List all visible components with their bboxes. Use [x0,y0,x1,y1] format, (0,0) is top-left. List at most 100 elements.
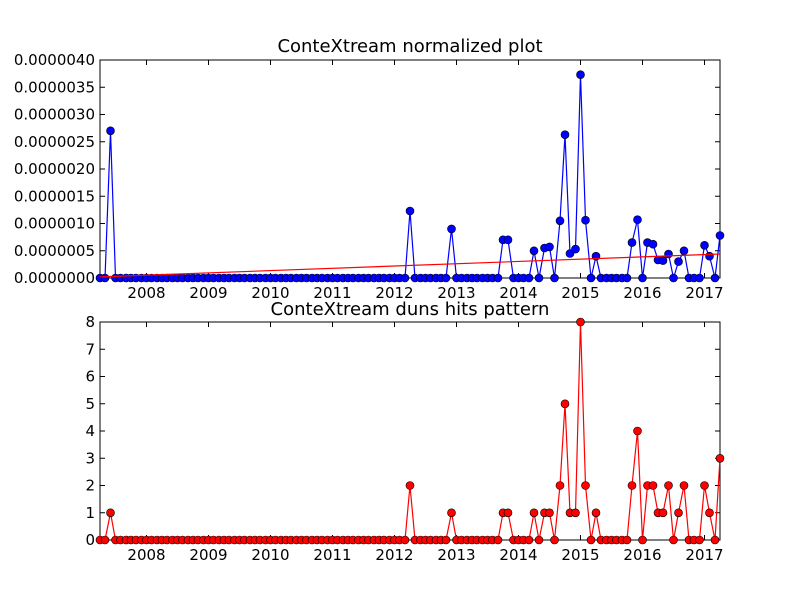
data-point [710,535,720,545]
series-line [100,321,721,541]
y-tick-label: 0 [85,531,95,549]
series-line [100,74,721,279]
x-tick-label: 2017 [685,546,723,564]
x-tick-label: 2015 [561,546,599,564]
data-point [447,224,456,234]
data-point [545,242,554,252]
x-tick-label: 2010 [251,284,289,302]
data-point [571,244,580,254]
x-tick-label: 2016 [623,546,661,564]
y-tick-label: 0.0000005 [14,242,95,260]
data-point [545,508,554,518]
data-point [405,206,415,216]
data-point [627,238,637,247]
data-point [576,317,585,327]
data-point [664,481,673,490]
data-point [555,216,565,226]
y-tick-label: 0.0000010 [14,215,95,233]
data-point [555,481,565,490]
chart-title: ConteXtream duns hits pattern [271,299,550,320]
x-tick-label: 2014 [499,546,537,564]
data-point [493,273,503,283]
y-tick-label: 1 [85,504,95,522]
data-point [695,273,704,283]
data-point [560,399,570,409]
data-point [100,535,110,545]
data-point [550,273,559,283]
data-point [622,273,632,283]
y-tick-label: 3 [85,449,95,467]
data-point [534,535,544,545]
data-point [695,535,704,545]
x-tick-label: 2012 [375,284,413,302]
y-tick-label: 0.0000000 [14,269,95,287]
y-tick-label: 4 [85,422,95,440]
x-tick-label: 2011 [313,546,351,564]
data-point [524,273,534,283]
x-tick-label: 2009 [189,284,227,302]
x-tick-label: 2016 [623,284,661,302]
data-point [400,273,410,283]
y-tick-label: 0.0000035 [14,78,95,96]
data-point [648,481,658,490]
y-tick-label: 6 [85,368,95,386]
y-tick-label: 8 [85,313,95,331]
x-tick-label: 2017 [685,284,723,302]
axes-frame [99,321,721,541]
y-tick-label: 2 [85,477,95,495]
chart-duns-hits-pattern: ConteXtream duns hits pattern 0 1 2 3 4 5 6 7 8 2… [85,299,725,564]
x-tick-label: 2011 [313,284,351,302]
data-point [441,273,451,283]
data-point [550,535,559,545]
data-point [441,535,451,545]
data-point [503,508,513,518]
x-tick-label: 2012 [375,546,413,564]
data-point [715,453,725,463]
data-point [493,535,503,545]
data-point [534,273,544,283]
data-point [633,426,642,436]
chart-normalized-plot: ConteXtream normalized plot 0.0000000 0.0… [14,36,725,302]
x-tick-label: 2013 [437,546,475,564]
data-point [586,273,596,283]
data-point [658,256,668,265]
data-point [576,70,585,79]
x-tick-label: 2013 [437,284,475,302]
data-point [715,231,725,240]
data-point [586,535,596,545]
data-point [679,246,689,256]
data-point [638,535,647,545]
data-point [700,241,709,250]
trend-line [99,253,721,278]
y-tick-label: 7 [85,340,95,358]
data-point [571,508,580,518]
data-point [674,257,683,266]
data-point [581,215,590,225]
data-point [669,273,678,283]
x-tick-label: 2010 [251,546,289,564]
x-tick-label: 2009 [189,546,227,564]
data-point [664,249,673,259]
y-tick-label: 5 [85,395,95,413]
data-point [106,126,115,136]
data-point [503,235,513,245]
data-point [638,273,647,283]
data-point [633,215,642,224]
data-point [405,481,415,490]
data-point [669,535,678,545]
data-point [400,535,410,545]
data-point [679,481,689,490]
data-point [700,481,709,490]
y-tick-label: 0.0000040 [14,51,95,69]
data-point [627,481,637,490]
x-tick-label: 2015 [561,284,599,302]
x-tick-label: 2014 [499,284,537,302]
data-point [591,508,601,518]
data-point [622,535,632,545]
data-point [106,508,115,518]
axes-frame [99,59,721,279]
data-point [581,481,590,490]
y-tick-label: 0.0000015 [14,187,95,205]
data-point [658,508,668,518]
